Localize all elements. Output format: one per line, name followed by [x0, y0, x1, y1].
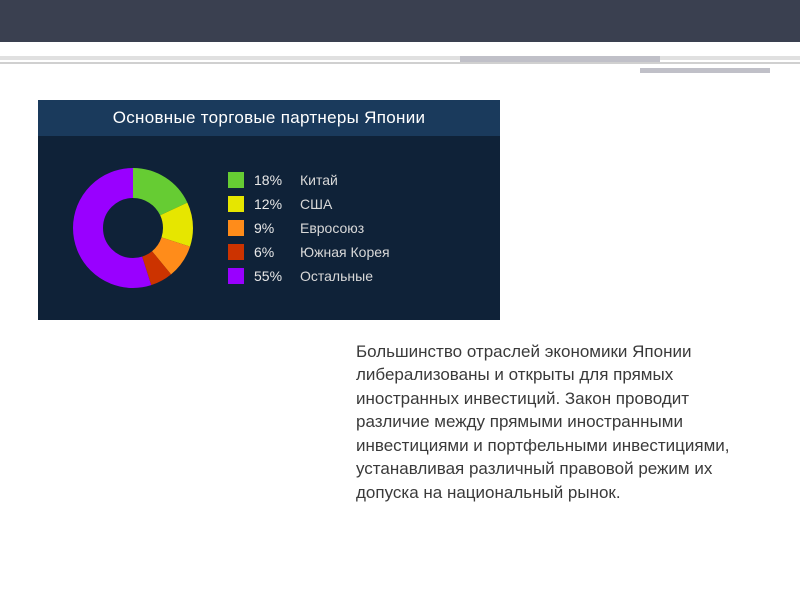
- chart-card: Основные торговые партнеры Японии 18% Кит…: [38, 100, 500, 320]
- legend-percent: 18%: [254, 172, 290, 188]
- accent-line-1: [460, 56, 660, 62]
- divider-line-2: [0, 62, 800, 64]
- accent-line-2: [640, 68, 770, 73]
- legend-swatch: [228, 244, 244, 260]
- divider-line-1: [0, 56, 800, 60]
- legend-row: 9% Евросоюз: [228, 220, 500, 236]
- legend-row: 6% Южная Корея: [228, 244, 500, 260]
- donut-chart: [63, 158, 203, 298]
- legend-label: Евросоюз: [300, 220, 364, 236]
- legend-percent: 55%: [254, 268, 290, 284]
- legend-label: США: [300, 196, 332, 212]
- legend-row: 12% США: [228, 196, 500, 212]
- legend-row: 55% Остальные: [228, 268, 500, 284]
- legend-swatch: [228, 196, 244, 212]
- legend-row: 18% Китай: [228, 172, 500, 188]
- chart-title: Основные торговые партнеры Японии: [38, 100, 500, 136]
- donut-hole: [105, 200, 161, 256]
- chart-body: 18% Китай 12% США 9% Евросоюз 6% Южная Корея 55%…: [38, 136, 500, 320]
- legend-percent: 12%: [254, 196, 290, 212]
- chart-legend: 18% Китай 12% США 9% Евросоюз 6% Южная Корея 55%…: [228, 172, 500, 284]
- slide-top-bar: [0, 0, 800, 42]
- donut-container: [38, 158, 228, 298]
- body-paragraph: Большинство отраслей экономики Японии ли…: [356, 340, 764, 504]
- legend-swatch: [228, 220, 244, 236]
- legend-percent: 9%: [254, 220, 290, 236]
- legend-percent: 6%: [254, 244, 290, 260]
- legend-swatch: [228, 172, 244, 188]
- legend-label: Китай: [300, 172, 338, 188]
- legend-label: Остальные: [300, 268, 373, 284]
- legend-swatch: [228, 268, 244, 284]
- legend-label: Южная Корея: [300, 244, 390, 260]
